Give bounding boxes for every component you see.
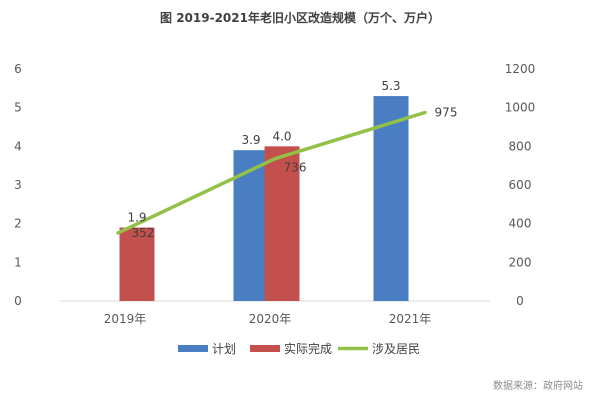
y-right-tick-label: 800 <box>509 139 532 153</box>
y-left-tick-label: 4 <box>14 139 22 153</box>
axes: 0 1 2 3 4 5 6 0 200 400 600 800 1000 1200 2019年 2020年 20… <box>14 62 535 326</box>
legend-label: 实际完成 <box>284 341 332 356</box>
line-series <box>116 110 427 235</box>
y-right-tick-label: 0 <box>516 294 524 308</box>
bar <box>264 146 300 301</box>
y-right-tick-label: 1000 <box>505 101 536 115</box>
x-tick-label: 2019年 <box>104 312 147 326</box>
y-left-tick-label: 5 <box>14 101 22 115</box>
legend-label: 计划 <box>212 342 236 356</box>
y-left-tick-label: 2 <box>14 217 22 231</box>
y-left-tick-label: 0 <box>14 294 22 308</box>
chart-title: 图 2019-2021年老旧小区改造规模（万个、万户） <box>160 10 440 25</box>
bar-data-label: 3.9 <box>241 133 260 147</box>
bar <box>233 150 269 301</box>
y-right-tick-label: 200 <box>509 255 532 269</box>
bar-data-label: 5.3 <box>381 79 400 93</box>
bar <box>119 227 155 301</box>
legend-label: 涉及居民 <box>372 342 420 356</box>
line-series-path <box>116 110 427 235</box>
y-right-tick-label: 400 <box>509 217 532 231</box>
x-tick-label: 2021年 <box>389 312 432 326</box>
bar <box>373 96 409 301</box>
line-data-label: 352 <box>132 226 155 240</box>
legend: 计划 实际完成 涉及居民 <box>178 341 420 356</box>
line-data-label: 975 <box>435 106 458 120</box>
line-data-label: 736 <box>284 161 307 175</box>
y-left-tick-label: 3 <box>14 178 22 192</box>
y-right-tick-label: 1200 <box>505 62 536 76</box>
x-tick-label: 2020年 <box>249 312 292 326</box>
bars <box>119 96 409 301</box>
legend-swatch <box>250 345 280 352</box>
bar-data-label: 4.0 <box>272 129 291 143</box>
source-note: 数据来源：政府网站 <box>493 379 583 392</box>
legend-swatch <box>178 345 208 352</box>
y-left-tick-label: 6 <box>14 62 22 76</box>
data-labels: 3.9 5.3 1.9 4.0 352 736 975 <box>127 79 457 240</box>
bar-data-label: 1.9 <box>127 211 146 225</box>
y-left-tick-label: 1 <box>14 255 22 269</box>
y-right-tick-label: 600 <box>509 178 532 192</box>
